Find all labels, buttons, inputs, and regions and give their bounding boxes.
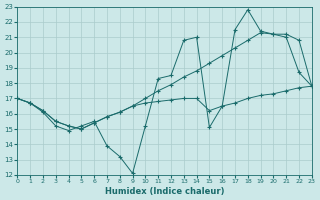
- X-axis label: Humidex (Indice chaleur): Humidex (Indice chaleur): [105, 187, 224, 196]
